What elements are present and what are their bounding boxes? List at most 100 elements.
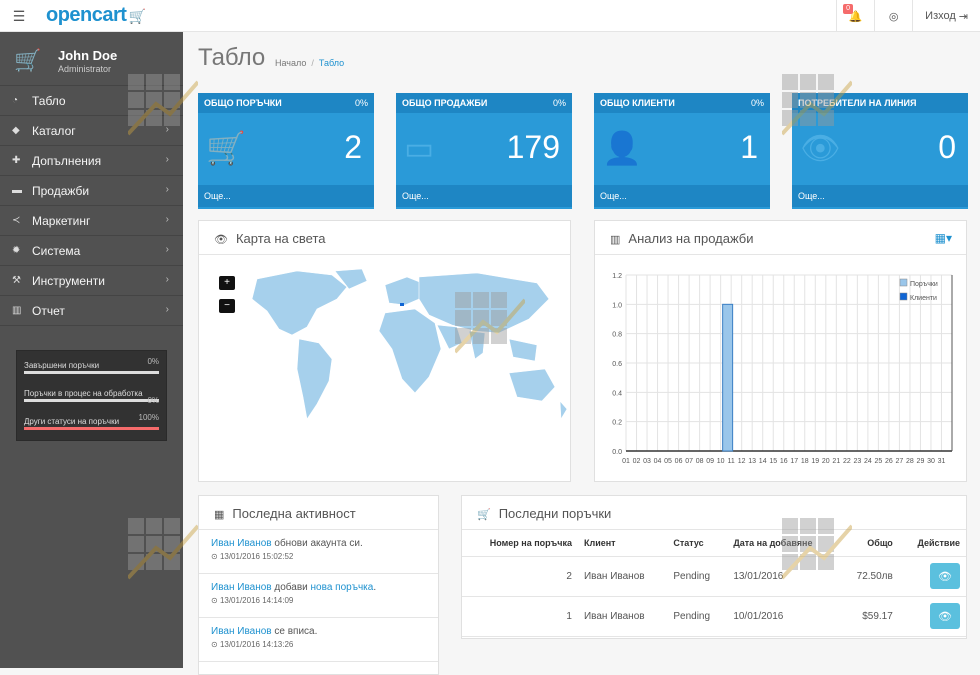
tile-more-link[interactable]: Още... <box>594 185 770 207</box>
panel-title: Анализ на продажби <box>628 231 754 246</box>
sidebar-item-marketing[interactable]: ≺ Маркетинг › <box>0 206 183 236</box>
x-tick-label: 02 <box>633 458 641 465</box>
map-zoom-in-button[interactable]: + <box>219 276 235 290</box>
help-button[interactable]: ◎ <box>874 0 912 32</box>
sidebar-item-catalog[interactable]: ◆ Каталог › <box>0 116 183 146</box>
notification-badge: 0 <box>843 4 854 14</box>
chevron-right-icon: › <box>165 304 169 315</box>
map-highlighted-country[interactable] <box>400 303 404 306</box>
sidebar-item-dashboard[interactable]: ◔ Табло <box>0 86 183 116</box>
x-tick-label: 06 <box>675 458 683 465</box>
wrench-icon: ⚒ <box>12 275 21 286</box>
progress-label: Поръчки в процес на обработка <box>24 389 143 398</box>
tile-header: ПОТРЕБИТЕЛИ НА ЛИНИЯ <box>792 93 968 113</box>
map-south-america[interactable] <box>296 338 333 420</box>
x-tick-label: 20 <box>822 458 830 465</box>
top-header: ☰ opencart 🛒 0 🔔 ◎ Изход ⇥ <box>0 0 980 32</box>
notifications-button[interactable]: 0 🔔 <box>836 0 874 32</box>
sales-analytics-panel: ▥ Анализ на продажби ▦▾ 0.0 0.2 0.4 0.6 0.8 1.… <box>594 220 967 482</box>
order-link[interactable]: нова поръчка <box>310 582 374 593</box>
column-date-added[interactable]: Дата на добавяне <box>727 530 840 557</box>
x-tick-label: 19 <box>811 458 819 465</box>
customer-link[interactable]: Иван Иванов <box>211 582 272 593</box>
cart-icon: 🛒 <box>477 509 491 521</box>
activity-time: ⊙ 13/01/2016 15:02:52 <box>211 552 426 561</box>
sidebar-item-system[interactable]: ✹ Система › <box>0 236 183 266</box>
logout-button[interactable]: Изход ⇥ <box>912 0 980 32</box>
sidebar-item-reports[interactable]: ▥ Отчет › <box>0 296 183 326</box>
activity-action: се вписа. <box>271 626 318 637</box>
tile-more-link[interactable]: Още... <box>198 185 374 207</box>
bar-chart-icon: ▥ <box>12 305 22 316</box>
opencart-logo[interactable]: opencart 🛒 <box>46 4 146 27</box>
order-customer: Иван Иванов <box>577 596 668 637</box>
view-order-button[interactable]: 👁 <box>930 563 960 589</box>
breadcrumb-home-link[interactable]: Начало <box>275 58 307 68</box>
chevron-right-icon: › <box>165 124 169 135</box>
tile-more-link[interactable]: Още... <box>792 185 968 207</box>
column-total[interactable]: Общо <box>839 530 899 557</box>
x-tick-label: 25 <box>874 458 882 465</box>
map-new-zealand[interactable] <box>559 400 567 420</box>
x-tick-label: 29 <box>917 458 925 465</box>
eye-icon: 👁 <box>938 570 952 583</box>
map-australia[interactable] <box>508 368 556 402</box>
x-tick-label: 11 <box>728 458 735 465</box>
map-india[interactable] <box>468 330 486 360</box>
map-africa[interactable] <box>378 308 442 394</box>
calendar-dropdown-icon[interactable]: ▦▾ <box>934 231 952 245</box>
activity-time: ⊙ 13/01/2016 14:14:09 <box>211 596 426 605</box>
map-europe[interactable] <box>384 276 423 306</box>
tile-title: ОБЩО КЛИЕНТИ <box>600 98 675 108</box>
sales-chart: 0.00.20.40.60.81.01.201 02 03 04 05 06 07 08 09 1… <box>612 273 953 465</box>
sidebar-item-extensions[interactable]: ✚ Допълнения › <box>0 146 183 176</box>
order-action-cell: 👁 <box>898 596 966 637</box>
order-status: Pending <box>667 596 728 637</box>
progress-processing: Поръчки в процес на обработка 0% <box>24 385 159 413</box>
customer-link[interactable]: Иван Иванов <box>211 538 272 549</box>
hamburger-icon: ☰ <box>12 7 26 24</box>
logout-label: Изход <box>925 10 956 22</box>
map-zoom-out-button[interactable]: − <box>219 299 235 313</box>
sidebar-item-tools[interactable]: ⚒ Инструменти › <box>0 266 183 296</box>
order-total: 72.50лв <box>839 556 899 597</box>
sidebar-item-sales[interactable]: ▬ Продажби › <box>0 176 183 206</box>
tile-value: 2 <box>344 129 362 165</box>
legend-swatch <box>899 292 908 301</box>
column-order-id[interactable]: Номер на поръчка <box>462 530 578 557</box>
column-status[interactable]: Статус <box>667 530 728 557</box>
customer-link[interactable]: Иван Иванов <box>211 626 272 637</box>
tile-total-customers: ОБЩО КЛИЕНТИ 0% 👤 1 Още... <box>594 93 770 209</box>
map-asia[interactable] <box>418 272 550 334</box>
tile-users-online: ПОТРЕБИТЕЛИ НА ЛИНИЯ 👁 0 Още... <box>792 93 968 209</box>
tile-more-link[interactable]: Още... <box>396 185 572 207</box>
progress-completed: Завършени поръчки 0% <box>24 357 159 385</box>
world-map[interactable] <box>237 269 567 469</box>
breadcrumb: Начало / Табло <box>275 58 344 68</box>
breadcrumb-current-link[interactable]: Табло <box>318 58 345 68</box>
dashboard-icon: ◔ <box>12 95 19 106</box>
activity-action-end: . <box>373 582 377 593</box>
chevron-right-icon: › <box>165 184 169 195</box>
x-tick-label: 15 <box>769 458 777 465</box>
sidebar: 🛒 John Doe Administrator ◔ Табло ◆ Катал… <box>0 32 183 668</box>
x-tick-label: 27 <box>896 458 904 465</box>
x-tick-label: 18 <box>801 458 809 465</box>
progress-label: Други статуси на поръчки <box>24 417 120 426</box>
map-indonesia[interactable] <box>508 338 538 362</box>
panel-heading: 🛒 Последни поръчки <box>462 496 966 530</box>
map-greenland[interactable] <box>334 269 368 290</box>
order-status-progress: Завършени поръчки 0% Поръчки в процес на… <box>16 350 167 441</box>
order-date: 13/01/2016 <box>727 556 840 597</box>
breadcrumb-separator: / <box>311 58 314 68</box>
tile-value: 179 <box>506 129 560 165</box>
user-profile[interactable]: 🛒 John Doe Administrator <box>0 32 183 86</box>
map-north-america[interactable] <box>251 270 348 336</box>
map-arabia[interactable] <box>436 324 463 350</box>
menu-toggle-button[interactable]: ☰ <box>0 0 38 32</box>
activity-text: Иван Иванов добави нова поръчка. <box>211 582 426 593</box>
x-tick-label: 01 <box>622 458 630 465</box>
bar-chart-icon: ▥ <box>610 234 621 246</box>
column-customer[interactable]: Клиент <box>577 530 668 557</box>
view-order-button[interactable]: 👁 <box>930 603 960 629</box>
